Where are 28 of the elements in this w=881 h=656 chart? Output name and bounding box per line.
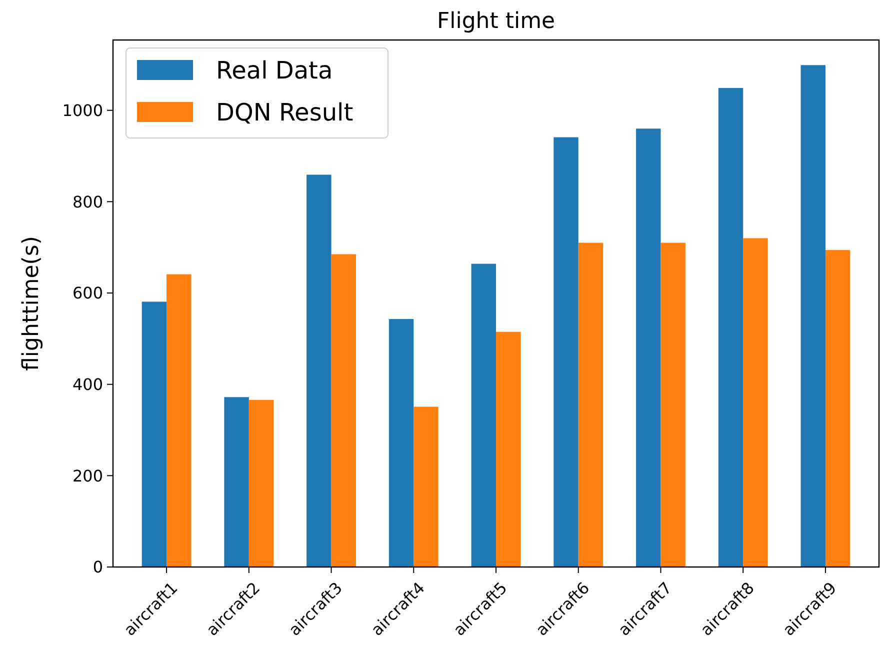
chart-title: Flight time [436,9,556,34]
legend-label: Real Data [216,56,333,84]
bar [660,242,686,567]
bar [224,397,249,567]
bar [578,242,604,567]
bar [718,88,744,567]
bar [166,274,192,567]
bar [142,302,167,567]
bar [388,319,414,567]
bar [496,332,521,567]
legend-label: DQN Result [216,98,354,126]
bar [800,65,826,567]
y-tick-label: 800 [72,192,103,212]
bar [414,406,438,567]
y-tick-label: 200 [72,466,103,486]
bar [743,238,768,567]
y-tick-label: 600 [72,284,103,303]
bar [248,400,274,567]
y-tick-label: 400 [72,374,103,394]
bar [306,174,332,567]
bar [331,254,356,567]
y-axis-title: flighttime(s) [19,236,44,371]
bar [471,264,496,567]
y-tick-label: 1000 [62,100,103,120]
bar [636,128,661,567]
bar [554,137,578,567]
y-tick-label: 0 [92,558,103,577]
bar [825,250,850,567]
